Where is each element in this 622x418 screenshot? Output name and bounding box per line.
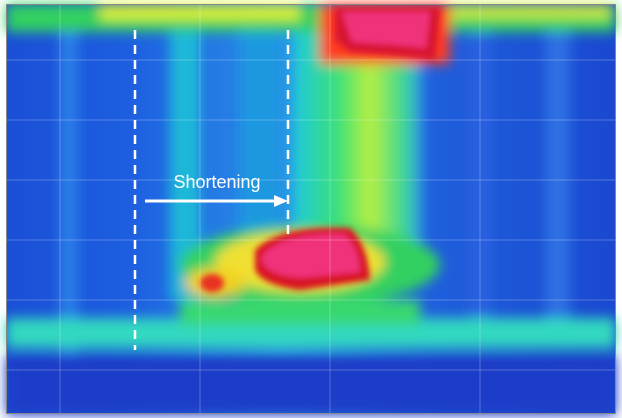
annotation-label: Shortening [173, 172, 260, 192]
arrow-head [274, 195, 288, 207]
pressure-peaks [200, 8, 440, 292]
pressure-field [6, 4, 616, 415]
grid [6, 4, 616, 414]
plot-border [6, 4, 616, 414]
